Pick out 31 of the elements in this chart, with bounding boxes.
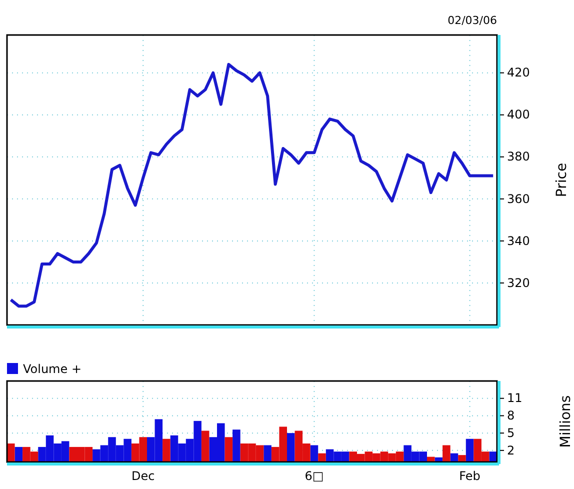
y-axis-title: Millions <box>558 395 574 448</box>
x-tick-label: Feb <box>459 468 480 483</box>
line-series <box>9 62 495 308</box>
y-tick-label: 360 <box>507 192 530 206</box>
y-tick-label: 340 <box>507 234 530 248</box>
bar <box>489 452 497 462</box>
legend-label: Volume + <box>23 362 82 376</box>
x-tick-label: 6□ <box>304 468 324 483</box>
bar <box>458 455 466 462</box>
y-axis-title: Price <box>554 162 570 198</box>
bar <box>318 453 326 462</box>
y-tick-label: 400 <box>507 108 530 122</box>
y-tick-label: 420 <box>507 66 530 80</box>
y-tick-label: 5 <box>507 426 515 440</box>
text: 02/03/06 <box>448 14 497 27</box>
bar <box>232 430 240 462</box>
x-tick-label: Dec <box>131 468 155 483</box>
bar <box>310 445 318 462</box>
bar <box>287 433 295 462</box>
bar <box>162 438 170 462</box>
bar <box>466 438 474 462</box>
y-tick-label: 320 <box>507 276 530 290</box>
y-tick-label: 8 <box>507 408 515 423</box>
y-tick-label: 380 <box>507 150 530 164</box>
bar <box>264 445 272 462</box>
bar <box>201 430 210 462</box>
bar <box>442 445 450 462</box>
y-tick-label: 2 <box>507 443 515 458</box>
y-tick-label: 11 <box>507 391 522 406</box>
bar <box>14 446 23 462</box>
bar <box>224 437 233 462</box>
